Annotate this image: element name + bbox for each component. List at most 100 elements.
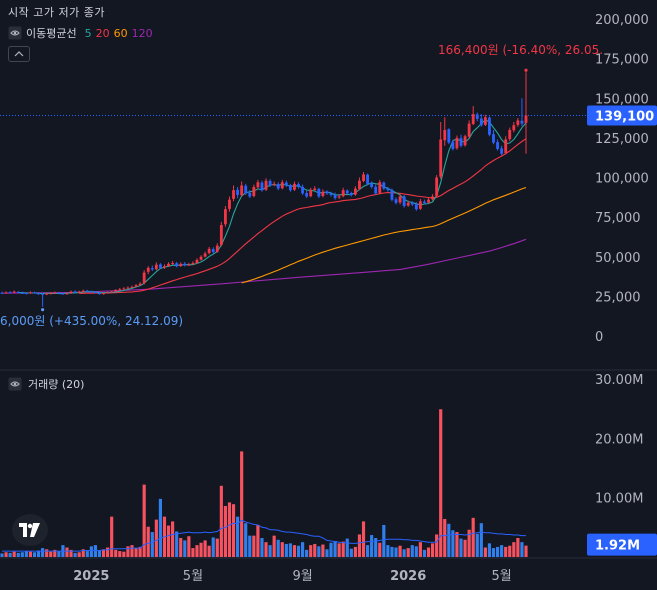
- ma-legend[interactable]: 이동평균선 5 20 60 120: [8, 25, 153, 41]
- candle-body: [41, 293, 45, 295]
- volume-bar: [479, 523, 483, 557]
- candle-body: [427, 199, 430, 203]
- candle-body: [284, 182, 288, 186]
- candle-body: [418, 201, 422, 209]
- volume-bar: [406, 548, 410, 557]
- volume-bar: [126, 546, 130, 557]
- current-volume-badge: [587, 533, 657, 556]
- time-tick-label: 9월: [292, 569, 312, 584]
- volume-bar: [244, 523, 248, 557]
- candle-body: [167, 263, 170, 267]
- candle-body: [483, 117, 487, 125]
- volume-bar: [114, 549, 118, 557]
- candle-body: [65, 293, 69, 295]
- volume-bar: [426, 547, 431, 557]
- volume-bar: [53, 549, 57, 557]
- volume-bar: [248, 535, 252, 557]
- candle-body: [110, 291, 114, 293]
- candle-body: [280, 182, 284, 189]
- volume-bar: [422, 549, 427, 557]
- candle-body: [57, 292, 61, 294]
- volume-legend[interactable]: 거래량 (20): [8, 376, 84, 392]
- current-price-label: 139,100: [595, 110, 654, 125]
- volume-bar: [219, 485, 223, 557]
- candle-body: [252, 187, 256, 197]
- candle-body: [154, 264, 158, 270]
- volume-bar: [512, 542, 516, 557]
- candle-body: [73, 291, 77, 293]
- ohlc-legend: 시작 고가 저가 종가: [8, 6, 105, 19]
- ma-line-120: [1, 238, 527, 294]
- volume-bar: [240, 451, 244, 557]
- volume-bar: [24, 551, 28, 557]
- chevron-up-icon: [14, 51, 24, 57]
- candle-body: [451, 141, 455, 149]
- candle-body: [455, 137, 459, 149]
- volume-bar: [207, 545, 211, 557]
- volume-bar: [487, 543, 492, 557]
- candle-body: [423, 201, 426, 203]
- volume-bar: [398, 545, 402, 557]
- candle-body: [500, 148, 504, 154]
- volume-bar: [309, 545, 313, 557]
- candle-body: [301, 186, 305, 194]
- volume-bar: [20, 552, 24, 557]
- candle-body: [236, 189, 240, 195]
- candle-body: [240, 185, 244, 196]
- tradingview-logo-icon: [19, 523, 40, 537]
- candle-body: [179, 263, 183, 267]
- candle-body: [435, 177, 439, 196]
- volume-legend-title: 거래량 (20): [28, 378, 85, 391]
- collapse-legend-button[interactable]: [8, 46, 30, 62]
- volume-bar: [57, 551, 61, 557]
- volume-bar: [183, 540, 187, 557]
- volume-bar: [467, 529, 471, 557]
- ma-period-20: 20: [95, 26, 110, 40]
- volume-bar: [223, 505, 227, 557]
- current-volume-label: 1.92M: [595, 539, 640, 554]
- time-tick-label: 2026: [390, 569, 426, 584]
- volume-bar: [414, 546, 418, 557]
- candle-body: [329, 193, 333, 195]
- time-tick-label: 5월: [492, 569, 512, 584]
- volume-bar: [215, 538, 219, 557]
- candle-body: [520, 120, 524, 124]
- volume-bar: [325, 549, 329, 557]
- candle-body: [61, 293, 65, 295]
- volume-bar: [483, 547, 487, 557]
- candle-body: [406, 202, 410, 206]
- volume-bar: [305, 549, 309, 557]
- candle-body: [516, 120, 520, 125]
- volume-bar: [516, 538, 520, 557]
- volume-bar: [349, 548, 353, 557]
- candle-body: [126, 287, 130, 289]
- volume-bar: [268, 545, 272, 557]
- candle-body: [439, 139, 443, 177]
- candle-body: [122, 288, 126, 290]
- visibility-icon[interactable]: [8, 26, 22, 40]
- candle-body: [410, 202, 414, 205]
- tradingview-logo[interactable]: [12, 514, 48, 546]
- time-tick-label: 2025: [73, 569, 109, 584]
- volume-bar: [524, 545, 528, 557]
- candle-body: [118, 289, 122, 291]
- price-tick-label: 0: [595, 330, 603, 345]
- volume-bar: [28, 551, 33, 557]
- candle-body: [53, 292, 57, 294]
- volume-bar: [313, 543, 317, 557]
- volume-bar: [365, 545, 370, 557]
- candle-body: [264, 180, 268, 190]
- candle-body: [414, 204, 418, 210]
- candle-body: [256, 182, 260, 188]
- volume-bar: [386, 545, 390, 557]
- candle-body: [333, 194, 337, 199]
- volume-bar: [402, 549, 406, 557]
- candle-body: [293, 183, 296, 190]
- visibility-icon[interactable]: [8, 377, 22, 391]
- volume-bar: [97, 550, 102, 557]
- candle-body: [228, 199, 231, 209]
- candle-body: [382, 182, 386, 189]
- candlesticks: [0, 72, 528, 307]
